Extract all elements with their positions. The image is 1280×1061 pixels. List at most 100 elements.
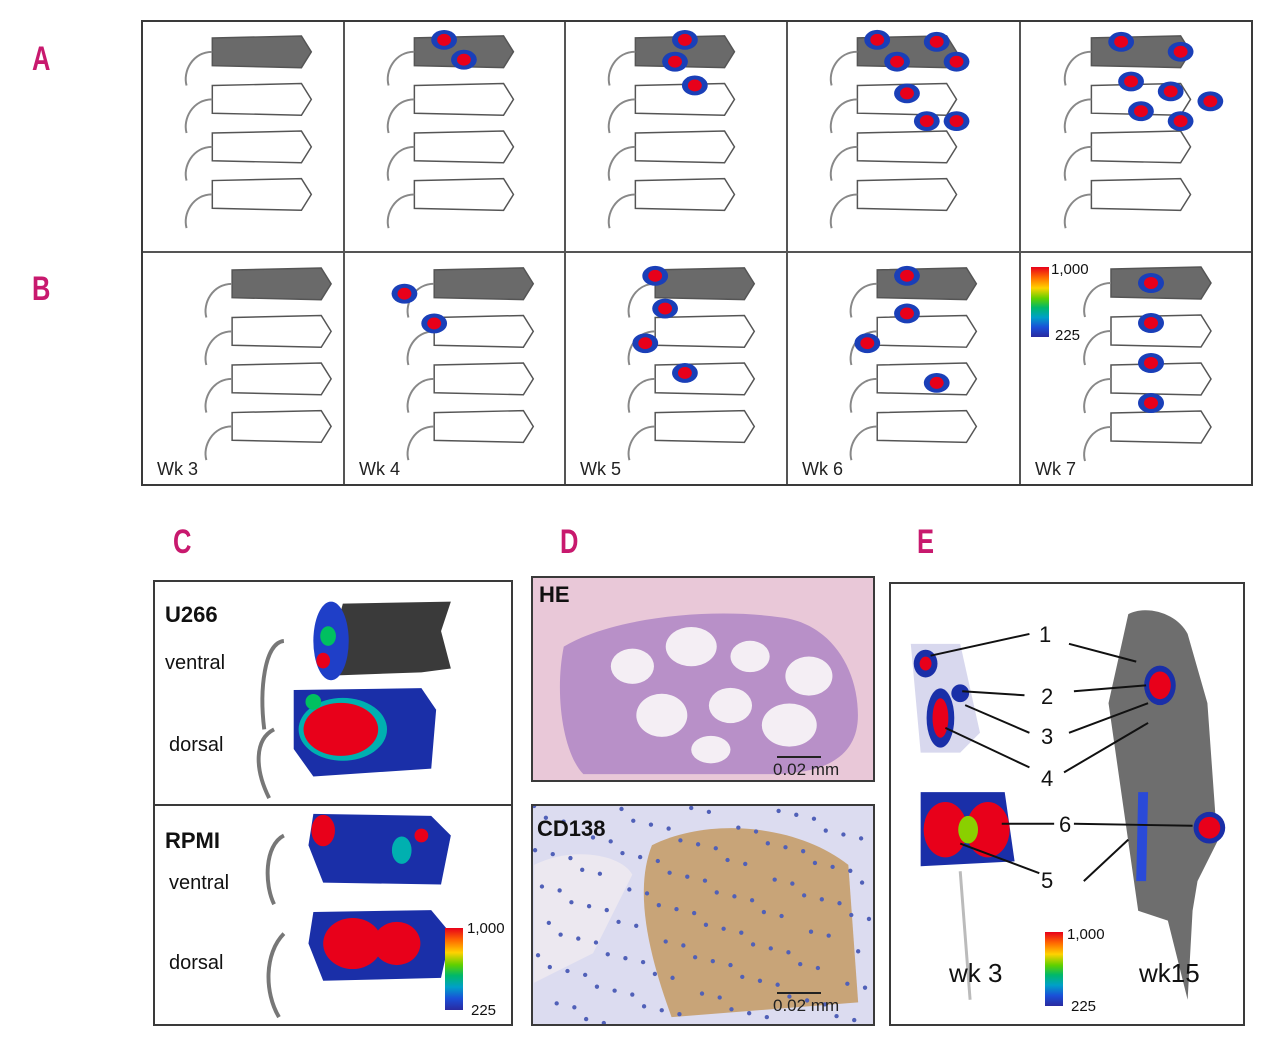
cell-nucleus [663,939,668,944]
mouse-body [1110,410,1212,444]
panel-c-rpmi-image: RPMI ventral dorsal 1,000 225 [153,804,513,1026]
mouse-silhouettes [184,35,313,229]
mouse-body [1110,362,1212,396]
mouse-tail [386,145,415,181]
week-label: Wk 6 [802,459,844,479]
wk15-label: wk15 [1139,958,1200,988]
cell-nucleus [656,903,661,908]
cell-nucleus [837,901,842,906]
cell-nucleus [546,920,551,926]
marker-4: 4 [1041,766,1054,791]
cell-nucleus [558,932,563,937]
mouse-body [654,267,756,301]
cell-nucleus [597,871,603,876]
cell-nucleus [822,1002,827,1007]
cell-nucleus [619,806,624,812]
cell-nucleus [786,950,791,955]
rpmi-colorbar-max: 1,000 [467,920,505,937]
cell-nucleus [590,835,596,840]
mouse-body [654,314,756,348]
mouse-tail [829,50,858,86]
signal-hotspot [677,367,692,379]
cell-nucleus [808,929,814,934]
mouse-body [211,82,313,116]
signal-hotspot [397,287,412,300]
signal-hotspot [677,33,692,46]
mouse-silhouettes [386,29,515,229]
cell-nucleus [605,952,610,957]
mouse-body [876,314,978,348]
panel-b-colorbar-min: 225 [1055,327,1081,344]
panel-b-colorbar-max: 1,000 [1051,261,1089,278]
rpmi-dorsal-label: dorsal [169,952,224,974]
mouse-body [413,177,515,212]
cd138-title: CD138 [537,816,606,841]
he-histology [559,613,858,775]
cell-nucleus [572,1005,577,1010]
u266-ventral-label: ventral [165,652,226,674]
panel-b-week-6-image: Wk 6 [788,253,1021,484]
rpmi-mouse-drawing [265,813,451,1019]
mouse-tail [184,193,213,229]
signal-hotspot [929,35,944,48]
cell-nucleus [866,916,872,922]
signal-hotspot [1114,35,1129,48]
mouse-tail [204,377,233,413]
mouse-body [231,409,332,444]
mouse-body [1090,130,1192,164]
fat-cell [761,703,817,747]
cell-nucleus [583,972,588,978]
mouse-body [231,267,332,301]
signal-hotspot [860,337,875,350]
mouse-silhouettes [1083,266,1212,462]
panel-a-week-7-image [1021,22,1251,253]
cell-nucleus [823,828,828,833]
fat-cell [708,687,753,724]
mouse-body [634,177,736,212]
mouse-body [654,409,756,444]
fat-cell [730,640,770,673]
panel-d-cd138-image: CD138 0.02 mm [531,804,875,1026]
cell-nucleus [539,884,545,889]
mouse-body [433,409,535,444]
panel-letter-e: E [917,523,935,561]
mouse-tail [829,98,858,134]
week-label: Wk 7 [1035,459,1077,479]
mouse-tail [1083,426,1112,462]
cell-nucleus [732,894,737,899]
cell-nucleus [677,1012,682,1017]
signal-hotspot [638,337,653,350]
panel-b-week-5-image: Wk 5 [566,253,788,484]
panel-letter-b: B [32,270,51,308]
cell-nucleus [811,816,817,821]
signal-hotspot [1144,397,1158,409]
cell-nucleus [547,964,552,970]
panel-letter-d: D [560,523,579,561]
cell-nucleus [692,955,698,960]
cell-nucleus [695,842,701,847]
mouse-tail [406,425,435,461]
cell-nucleus [631,818,636,823]
rpmi-colorbar-min: 225 [471,1002,497,1019]
mouse-tail [849,282,878,318]
cell-nucleus [648,822,654,827]
cell-nucleus [845,981,850,986]
cell-nucleus [804,998,810,1003]
mouse-silhouettes [391,267,535,461]
cell-nucleus [699,991,705,996]
marker-6: 6 [1059,812,1072,837]
cell-nucleus [692,910,697,916]
signal-hotspot [870,33,885,46]
cell-nucleus [772,877,777,882]
mouse-tail [1063,50,1092,86]
panel-e-colorbar [1045,932,1063,1006]
panel-b-colorbar [1031,267,1049,337]
mouse-body [634,130,736,164]
cell-nucleus [533,848,538,853]
cell-nucleus [630,992,635,997]
cell-nucleus [608,839,613,844]
cell-nucleus [557,888,562,893]
cell-nucleus [640,959,646,965]
mouse-tail [829,193,858,229]
cell-nucleus [681,943,686,948]
